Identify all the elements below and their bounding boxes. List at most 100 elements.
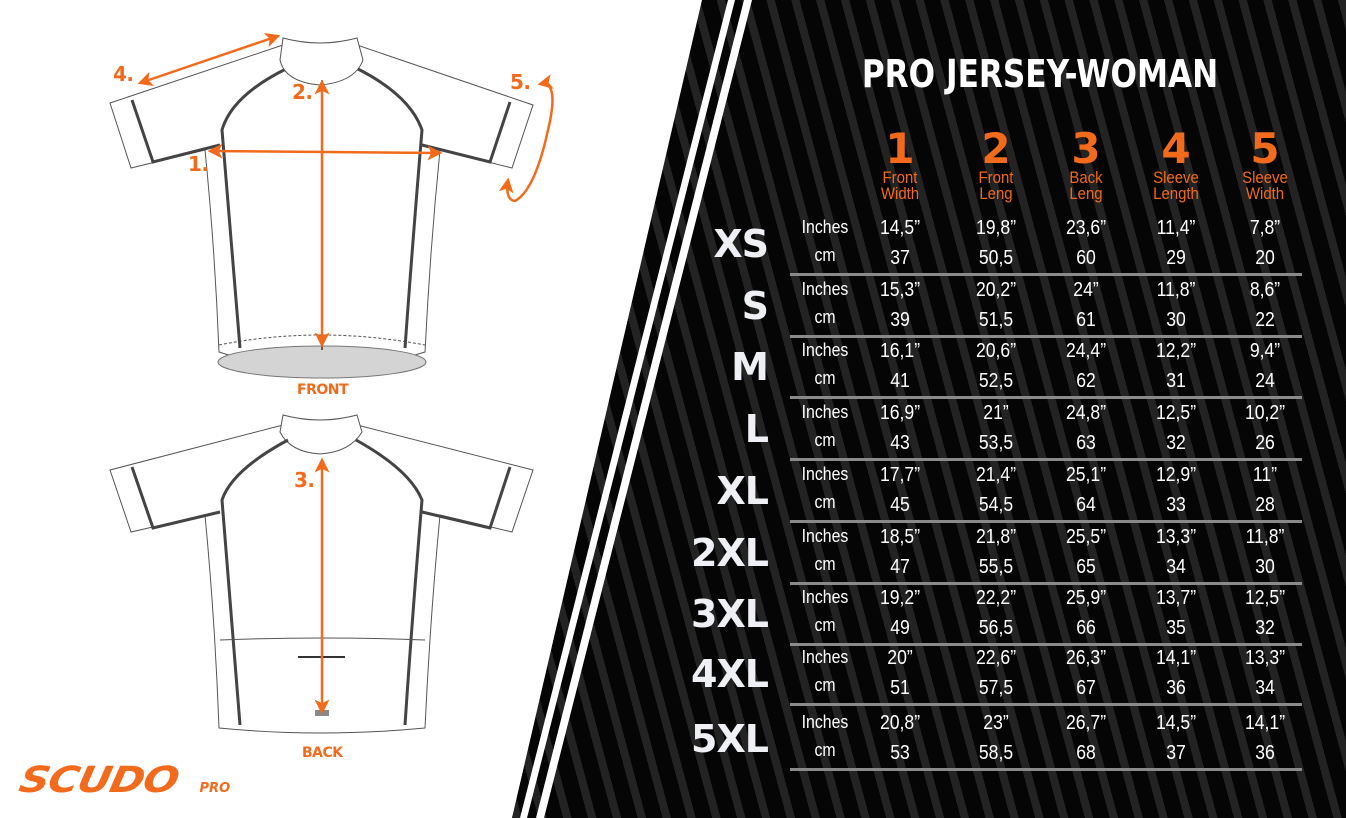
size-label: L <box>744 407 769 451</box>
unit-cm: cm <box>814 430 836 450</box>
value-inches: 25,1” <box>1065 464 1107 486</box>
row-divider <box>790 335 1302 338</box>
row-divider <box>790 458 1302 461</box>
value-cm: 51,5 <box>978 309 1014 331</box>
value-inches: 20,8” <box>879 712 921 734</box>
measurement-arrows <box>137 32 554 715</box>
column-number: 1 <box>885 124 915 173</box>
value-inches: 20,6” <box>975 340 1017 362</box>
value-inches: 14,5” <box>879 217 921 239</box>
size-label: 2XL <box>691 531 769 575</box>
value-cm: 64 <box>1076 494 1096 516</box>
size-label: XS <box>713 222 769 266</box>
value-cm: 47 <box>890 556 910 578</box>
size-label: XL <box>716 469 769 513</box>
unit-cm: cm <box>814 245 836 265</box>
unit-inches: Inches <box>801 340 849 360</box>
value-inches: 13,3” <box>1244 647 1286 669</box>
value-inches: 18,5” <box>879 526 921 548</box>
logo-sub: PRO <box>199 781 231 796</box>
value-cm: 61 <box>1076 309 1096 331</box>
value-cm: 41 <box>890 370 910 392</box>
value-cm: 31 <box>1166 370 1186 392</box>
marker-3: 3. <box>294 468 315 492</box>
back-label: BACK <box>302 745 343 761</box>
value-inches: 10,2” <box>1244 402 1286 424</box>
value-inches: 22,2” <box>975 587 1017 609</box>
value-inches: 13,3” <box>1155 526 1197 548</box>
arrow-sleeve-length <box>137 32 281 87</box>
value-cm: 55,5 <box>978 556 1014 578</box>
size-label: 3XL <box>691 592 769 636</box>
value-inches: 11,8” <box>1245 526 1285 548</box>
value-inches: 20” <box>887 647 913 669</box>
unit-inches: Inches <box>801 279 849 299</box>
marker-1: 1. <box>188 152 209 176</box>
jersey-diagram <box>109 32 554 734</box>
column-label: Width <box>1245 184 1285 203</box>
value-cm: 50,5 <box>978 247 1014 269</box>
unit-inches: Inches <box>801 587 849 607</box>
value-cm: 45 <box>890 494 910 516</box>
value-inches: 12,5” <box>1155 402 1197 424</box>
column-label: Front <box>978 168 1014 187</box>
size-label: 4XL <box>691 652 769 696</box>
value-cm: 37 <box>1166 742 1186 764</box>
column-label: Back <box>1069 168 1103 187</box>
value-inches: 26,3” <box>1065 647 1107 669</box>
value-cm: 67 <box>1076 677 1096 699</box>
row-divider <box>790 768 1302 771</box>
value-inches: 14,1” <box>1155 647 1197 669</box>
column-label: Leng <box>1069 184 1103 203</box>
value-cm: 32 <box>1166 432 1186 454</box>
unit-cm: cm <box>814 492 836 512</box>
size-label: M <box>731 345 769 389</box>
value-cm: 32 <box>1255 617 1275 639</box>
value-cm: 60 <box>1076 247 1096 269</box>
value-cm: 53,5 <box>978 432 1014 454</box>
value-cm: 34 <box>1255 677 1275 699</box>
value-inches: 26,7” <box>1065 712 1107 734</box>
value-cm: 53 <box>890 742 910 764</box>
unit-cm: cm <box>814 615 836 635</box>
row-divider <box>790 582 1302 585</box>
unit-cm: cm <box>814 675 836 695</box>
value-cm: 34 <box>1166 556 1186 578</box>
value-inches: 14,1” <box>1244 712 1286 734</box>
value-cm: 20 <box>1255 247 1275 269</box>
value-inches: 13,7” <box>1155 587 1197 609</box>
value-inches: 19,8” <box>975 217 1017 239</box>
row-divider <box>790 396 1302 399</box>
logo-text: SCUDO <box>15 760 182 801</box>
value-inches: 23” <box>983 712 1009 734</box>
value-cm: 30 <box>1255 556 1275 578</box>
value-cm: 33 <box>1166 494 1186 516</box>
unit-inches: Inches <box>801 402 849 422</box>
unit-cm: cm <box>814 368 836 388</box>
front-label: FRONT <box>297 382 349 398</box>
marker-5: 5. <box>510 70 531 94</box>
column-number: 2 <box>981 124 1011 173</box>
column-header: 4 Sleeve Length <box>1121 128 1231 203</box>
value-inches: 9,4” <box>1249 340 1281 362</box>
value-inches: 24,8” <box>1065 402 1107 424</box>
value-cm: 49 <box>890 617 910 639</box>
value-inches: 12,2” <box>1155 340 1197 362</box>
unit-cm: cm <box>814 307 836 327</box>
unit-cm: cm <box>814 554 836 574</box>
value-cm: 51 <box>890 677 910 699</box>
value-cm: 54,5 <box>978 494 1014 516</box>
unit-inches: Inches <box>801 712 849 732</box>
column-header: 3 Back Leng <box>1031 128 1141 203</box>
row-divider <box>790 520 1302 523</box>
column-label: Front <box>882 168 918 187</box>
unit-inches: Inches <box>801 464 849 484</box>
row-divider <box>790 643 1302 646</box>
value-cm: 35 <box>1166 617 1186 639</box>
value-cm: 43 <box>890 432 910 454</box>
row-divider <box>790 703 1302 706</box>
value-cm: 56,5 <box>978 617 1014 639</box>
column-label: Length <box>1153 184 1199 203</box>
value-cm: 37 <box>890 247 910 269</box>
value-inches: 14,5” <box>1155 712 1197 734</box>
